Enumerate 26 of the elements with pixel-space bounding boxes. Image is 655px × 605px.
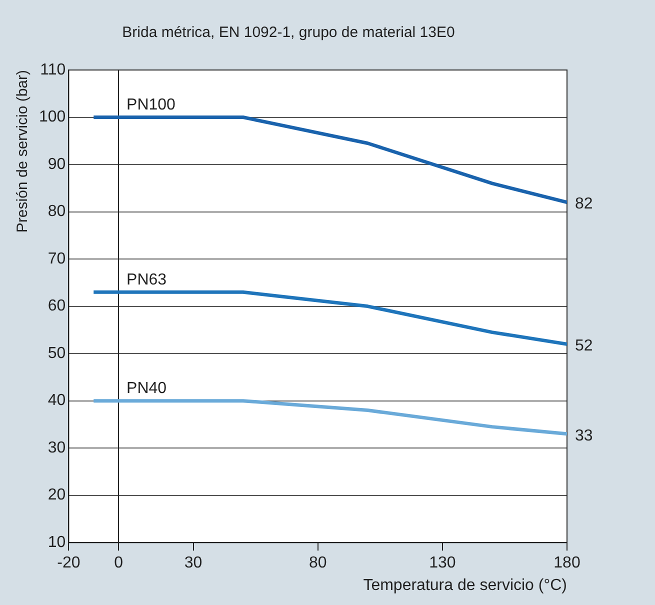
y-tick-label: 110	[40, 61, 66, 78]
x-tick-label: 30	[184, 554, 202, 572]
x-tick-label: 0	[114, 554, 124, 572]
y-tick-label: 40	[48, 392, 66, 410]
x-tick-label: 130	[429, 554, 456, 572]
y-tick-label: 90	[48, 156, 66, 173]
y-tick-label: 60	[48, 298, 66, 315]
series-label: PN100	[126, 96, 176, 114]
chart-title: Brida métrica, EN 1092-1, grupo de material 13E0	[122, 24, 455, 42]
y-tick-label: 30	[48, 439, 66, 456]
data-label: 33	[575, 427, 593, 444]
y-tick-label: 20	[48, 486, 66, 504]
y-tick-label: 50	[48, 344, 66, 362]
x-tick-label: 180	[554, 554, 580, 572]
y-tick-label: 100	[38, 108, 66, 126]
y-tick-label: 10	[48, 534, 66, 552]
x-tick-label: 80	[308, 554, 327, 572]
data-label: 52	[575, 338, 593, 355]
y-axis-title: Presión de servicio (bar)	[14, 70, 32, 233]
data-label: 82	[575, 196, 593, 213]
series-label: PN40	[126, 380, 167, 398]
x-tick-label: -20	[57, 554, 80, 572]
series-label: PN63	[126, 272, 167, 289]
y-tick-label: 70	[48, 250, 66, 268]
x-axis-title: Temperatura de servicio (°C)	[363, 576, 567, 594]
y-tick-label: 80	[48, 203, 66, 220]
